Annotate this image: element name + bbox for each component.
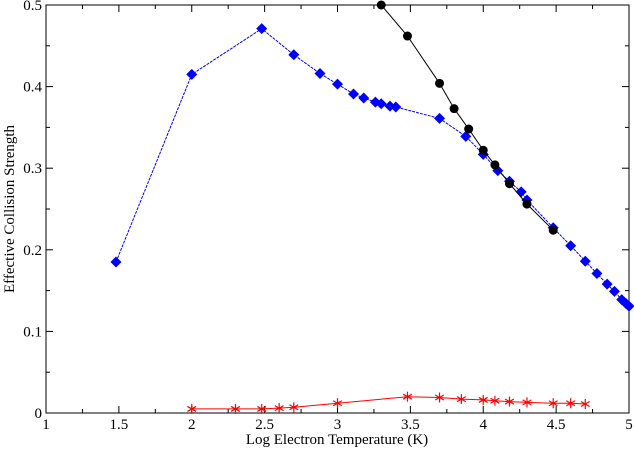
star-marker	[434, 392, 445, 403]
star-marker	[478, 394, 488, 405]
y-tick-label: 0	[35, 406, 43, 422]
circle-marker	[504, 179, 514, 189]
star-marker	[548, 398, 558, 409]
diamond-marker	[375, 98, 387, 110]
x-tick-label: 4	[480, 417, 488, 433]
circle-marker	[376, 0, 386, 10]
circle-marker	[402, 31, 412, 41]
diamond-marker	[623, 300, 634, 312]
y-tick-label: 0.2	[23, 243, 42, 259]
diamond-marker	[434, 112, 446, 124]
y-axis-title: Effective Collision Strength	[2, 124, 18, 293]
diamond-marker	[565, 240, 577, 252]
star-marker	[522, 397, 532, 408]
series-line-circle	[380, 4, 554, 231]
diamond-marker	[358, 92, 370, 104]
diamond-marker	[460, 130, 472, 142]
x-tick-label: 1	[42, 417, 50, 433]
circle-marker	[548, 225, 558, 235]
ticks: 1 1.5 2 2.5 3 3.5 4 4.5 5 0 0.1 0.2 0.3 0.4 0.5	[23, 0, 633, 433]
diamond-marker	[608, 285, 620, 297]
diamond-marker	[332, 78, 343, 90]
diamond-marker	[288, 49, 300, 61]
circle-marker	[490, 160, 500, 170]
diamond-marker	[579, 255, 591, 267]
star-marker	[402, 391, 413, 402]
series-line-star	[191, 396, 586, 410]
y-tick-label: 0.4	[23, 80, 42, 96]
x-tick-label: 4.5	[547, 417, 566, 433]
star-marker	[332, 398, 343, 409]
diamond-marker	[256, 23, 268, 35]
circle-marker	[464, 124, 474, 134]
diamond-marker	[601, 278, 613, 290]
star-marker	[504, 396, 515, 407]
circle-marker	[522, 199, 532, 209]
circle-marker	[435, 78, 445, 88]
series-layer	[110, 0, 634, 414]
star-marker	[257, 403, 267, 414]
y-tick-label: 0.1	[23, 324, 42, 340]
x-axis-title: Log Electron Temperature (K)	[246, 432, 428, 448]
diamond-marker	[186, 68, 198, 80]
star-marker	[289, 402, 299, 413]
x-tick-label: 3	[334, 417, 342, 433]
x-tick-label: 2.5	[255, 417, 274, 433]
circle-marker	[449, 104, 459, 114]
star-marker	[580, 399, 590, 410]
plot-frame	[45, 4, 630, 414]
series-line-diamond	[115, 28, 630, 307]
star-marker	[456, 394, 467, 405]
series-star	[187, 391, 590, 414]
star-marker	[566, 398, 576, 409]
circle-marker	[478, 145, 488, 155]
diamond-marker	[348, 88, 360, 100]
diamond-marker	[314, 68, 326, 80]
x-tick-label: 3.5	[401, 417, 420, 433]
star-marker	[274, 403, 284, 414]
star-marker	[187, 403, 197, 414]
diamond-marker	[110, 256, 122, 268]
series-diamond	[110, 23, 634, 312]
y-tick-label: 0.5	[23, 0, 42, 14]
series-circle	[376, 0, 558, 235]
star-marker	[230, 403, 241, 414]
x-tick-label: 1.5	[110, 417, 129, 433]
x-tick-label: 5	[625, 417, 633, 433]
x-tick-label: 2	[188, 417, 196, 433]
y-tick-label: 0.3	[23, 161, 42, 177]
diamond-marker	[390, 101, 402, 113]
star-marker	[490, 395, 500, 406]
diamond-marker	[591, 267, 603, 279]
